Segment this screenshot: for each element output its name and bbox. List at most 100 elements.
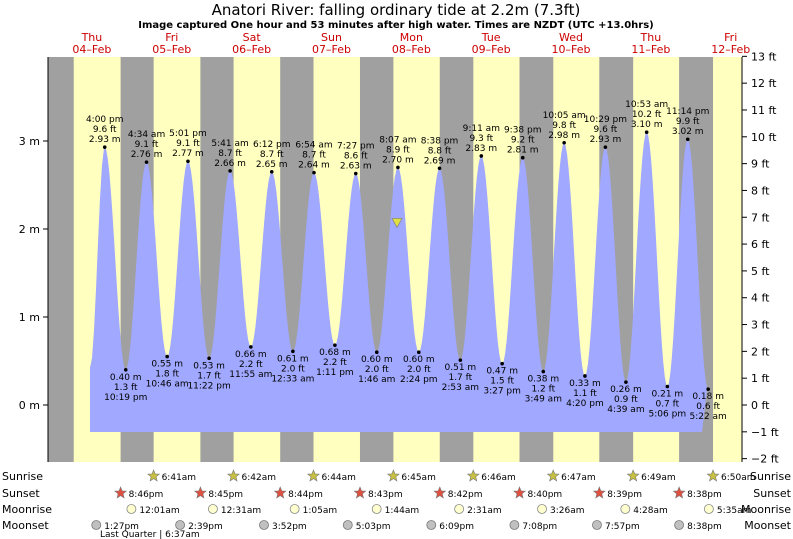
moonrise-row-label-right: Moonrise xyxy=(741,503,791,516)
daylight-band xyxy=(713,57,742,462)
high-time-label: 4:34 am xyxy=(128,130,165,140)
sunrise-icon xyxy=(227,469,240,482)
sunset-icon xyxy=(433,486,447,499)
high-ft-label: 8.7 ft xyxy=(260,150,284,160)
sunrise-icon xyxy=(147,469,161,482)
high-m-label: 2.81 m xyxy=(507,146,539,156)
sunset-time: 8:45pm xyxy=(208,490,243,500)
day-labels: Thu04–FebFri05–FebSat06–FebSun07–FebMon0… xyxy=(72,31,750,56)
chart-subtitle: Image captured One hour and 53 minutes a… xyxy=(138,20,654,31)
high-time-label: 9:11 am xyxy=(463,124,500,134)
low-time-label: 10:46 am xyxy=(146,380,189,390)
sunset-icon xyxy=(592,486,606,499)
low-m-label: 0.53 m xyxy=(193,361,225,371)
high-m-label: 3.10 m xyxy=(631,120,663,130)
high-time-label: 6:54 am xyxy=(295,141,332,151)
low-time-label: 5:06 pm xyxy=(649,410,687,420)
sunrise-icon xyxy=(706,469,720,482)
low-time-label: 10:19 pm xyxy=(104,393,147,403)
high-time-label: 11:14 pm xyxy=(666,107,709,117)
right-tick-label: 0 ft xyxy=(751,399,770,412)
high-ft-label: 8.7 ft xyxy=(302,151,326,161)
low-m-label: 0.47 m xyxy=(486,367,518,377)
high-ft-label: 9.6 ft xyxy=(93,125,117,135)
high-time-label: 8:38 pm xyxy=(421,136,459,146)
low-ft-label: 2.0 ft xyxy=(365,365,389,375)
extreme-point xyxy=(624,380,628,384)
high-ft-label: 9.1 ft xyxy=(176,139,200,149)
moonset-time: 2:39pm xyxy=(188,522,223,532)
low-time-label: 2:24 pm xyxy=(400,375,438,385)
right-tick-label: 12 ft xyxy=(751,77,777,90)
right-tick-label: 2 ft xyxy=(751,345,770,358)
high-time-label: 5:41 am xyxy=(211,139,248,149)
sunset-icon xyxy=(114,486,128,499)
high-time-label: 8:07 am xyxy=(379,135,416,145)
low-m-label: 0.60 m xyxy=(361,355,393,365)
moonrise-icon xyxy=(454,504,465,514)
low-ft-label: 2.0 ft xyxy=(407,365,431,375)
day-name-label: Wed xyxy=(559,31,583,44)
high-m-label: 2.63 m xyxy=(340,162,372,172)
high-time-label: 7:27 pm xyxy=(337,142,375,152)
sunrise-icon xyxy=(626,469,640,482)
sunrise-time: 6:45am xyxy=(401,473,436,483)
moonrise-row-label: Moonrise xyxy=(2,503,52,516)
high-m-label: 2.65 m xyxy=(256,160,288,170)
axes: 3 m 2 m 1 m 0 m 13 ft 12 ft 11 ft 10 ft 9 ft 8 ft… xyxy=(19,50,780,465)
right-tick-label: 11 ft xyxy=(751,104,777,117)
extreme-point xyxy=(458,358,463,362)
left-tick-label: 2 m xyxy=(19,223,40,236)
low-ft-label: 1.1 ft xyxy=(573,389,597,399)
current-level-marker xyxy=(391,218,403,229)
low-m-label: 0.40 m xyxy=(110,373,142,383)
left-tick-label: 1 m xyxy=(19,311,40,324)
left-tick-label: 0 m xyxy=(19,399,40,412)
day-name-label: Tue xyxy=(481,31,501,44)
extreme-point xyxy=(249,345,253,349)
extreme-point xyxy=(437,166,442,171)
sunrise-icon xyxy=(466,469,480,482)
extreme-point xyxy=(520,155,525,160)
high-ft-label: 9.9 ft xyxy=(676,117,700,127)
now-marker xyxy=(391,218,403,229)
sunset-time: 8:42pm xyxy=(448,490,483,500)
sunset-icon xyxy=(672,486,686,499)
low-time-label: 12:33 am xyxy=(271,374,314,384)
low-time-label: 1:11 pm xyxy=(316,368,354,378)
moonrise-icon xyxy=(289,504,300,514)
extreme-point xyxy=(207,356,211,361)
right-tick-label: 5 ft xyxy=(751,265,770,278)
moonrise-time: 1:05am xyxy=(303,506,338,516)
sunrise-time: 6:47am xyxy=(561,473,596,483)
day-name-label: Fri xyxy=(724,31,737,44)
low-m-label: 0.61 m xyxy=(277,354,309,364)
low-m-label: 0.38 m xyxy=(527,375,559,385)
low-time-label: 1:46 am xyxy=(358,375,395,385)
extreme-point xyxy=(500,361,504,366)
low-ft-label: 0.6 ft xyxy=(696,402,720,412)
extreme-point xyxy=(644,130,649,134)
high-ft-label: 10.2 ft xyxy=(632,110,662,120)
low-ft-label: 1.7 ft xyxy=(197,371,221,381)
sunrise-time: 6:41am xyxy=(162,473,197,483)
day-date-label: 10–Feb xyxy=(552,43,591,56)
sunset-icon xyxy=(193,486,207,499)
right-tick-label: 7 ft xyxy=(751,211,770,224)
right-tick-label: 1 ft xyxy=(751,372,770,385)
day-date-label: 07–Feb xyxy=(312,43,351,56)
moonset-icon xyxy=(342,520,353,530)
sunset-icon xyxy=(513,486,526,499)
right-tick-label: 10 ft xyxy=(751,131,777,144)
moonset-icon xyxy=(91,520,102,530)
moonset-row-label: Moonset xyxy=(2,519,49,532)
low-time-label: 4:20 pm xyxy=(566,399,604,409)
moonset-time: 7:57pm xyxy=(605,522,640,532)
low-ft-label: 1.3 ft xyxy=(114,383,138,393)
extreme-point xyxy=(144,160,149,164)
high-m-label: 2.66 m xyxy=(214,159,246,169)
high-m-label: 2.76 m xyxy=(131,150,163,160)
sun-moon-rows: Sunrise Sunrise Sunset Sunset Moonrise Moonri… xyxy=(2,469,792,539)
right-tick-label: −1 ft xyxy=(751,426,779,439)
